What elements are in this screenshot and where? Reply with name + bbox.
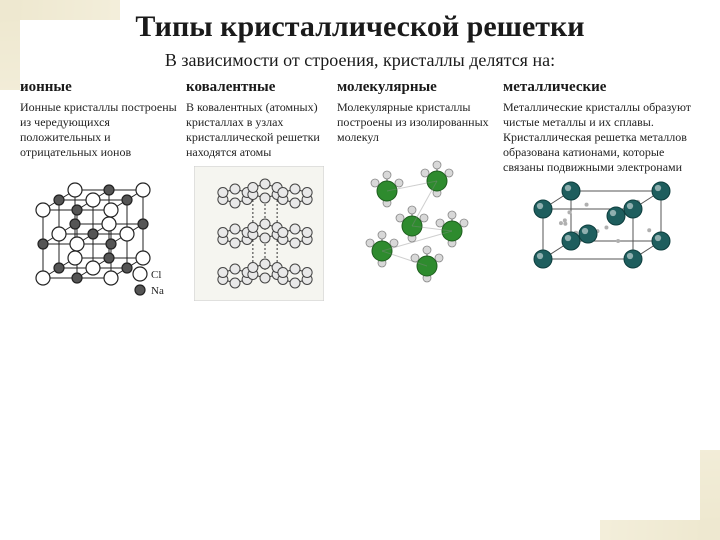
column-metallic-head: металлические xyxy=(503,79,698,96)
column-ionic-text: Ионные кристаллы построены из чередующих… xyxy=(20,100,180,160)
column-covalent-head: ковалентные xyxy=(186,79,331,96)
column-metallic-lattice xyxy=(503,181,698,281)
columns-container: ионные Ионные кристаллы построены из чер… xyxy=(20,79,700,301)
column-covalent: ковалентные В ковалентных (атомных) крис… xyxy=(186,79,331,301)
lattice-ionic-svg: Cl Na xyxy=(25,166,175,301)
lattice-molecular-svg xyxy=(342,151,492,291)
slide-page: Типы кристаллической решетки В зависимос… xyxy=(0,0,720,540)
column-covalent-text: В ковалентных (атомных) кристаллах в узл… xyxy=(186,100,331,160)
page-subtitle: В зависимости от строения, кристаллы дел… xyxy=(20,50,700,71)
column-ionic-head: ионные xyxy=(20,79,180,96)
svg-text:Cl: Cl xyxy=(151,269,161,281)
page-title: Типы кристаллической решетки xyxy=(20,10,700,44)
column-molecular-head: молекулярные xyxy=(337,79,497,96)
svg-text:Na: Na xyxy=(151,285,164,297)
lattice-metallic-svg xyxy=(521,181,681,281)
column-molecular-text: Молекулярные кристаллы построены из изол… xyxy=(337,100,497,145)
column-molecular-lattice xyxy=(337,151,497,291)
column-metallic-text: Металлические кристаллы образуют чистые … xyxy=(503,100,698,175)
column-ionic-lattice: Cl Na xyxy=(20,166,180,301)
lattice-covalent-svg xyxy=(194,166,324,301)
column-metallic: металлические Металлические кристаллы об… xyxy=(503,79,698,301)
column-molecular: молекулярные Молекулярные кристаллы пост… xyxy=(337,79,497,301)
column-ionic: ионные Ионные кристаллы построены из чер… xyxy=(20,79,180,301)
column-covalent-lattice xyxy=(186,166,331,301)
